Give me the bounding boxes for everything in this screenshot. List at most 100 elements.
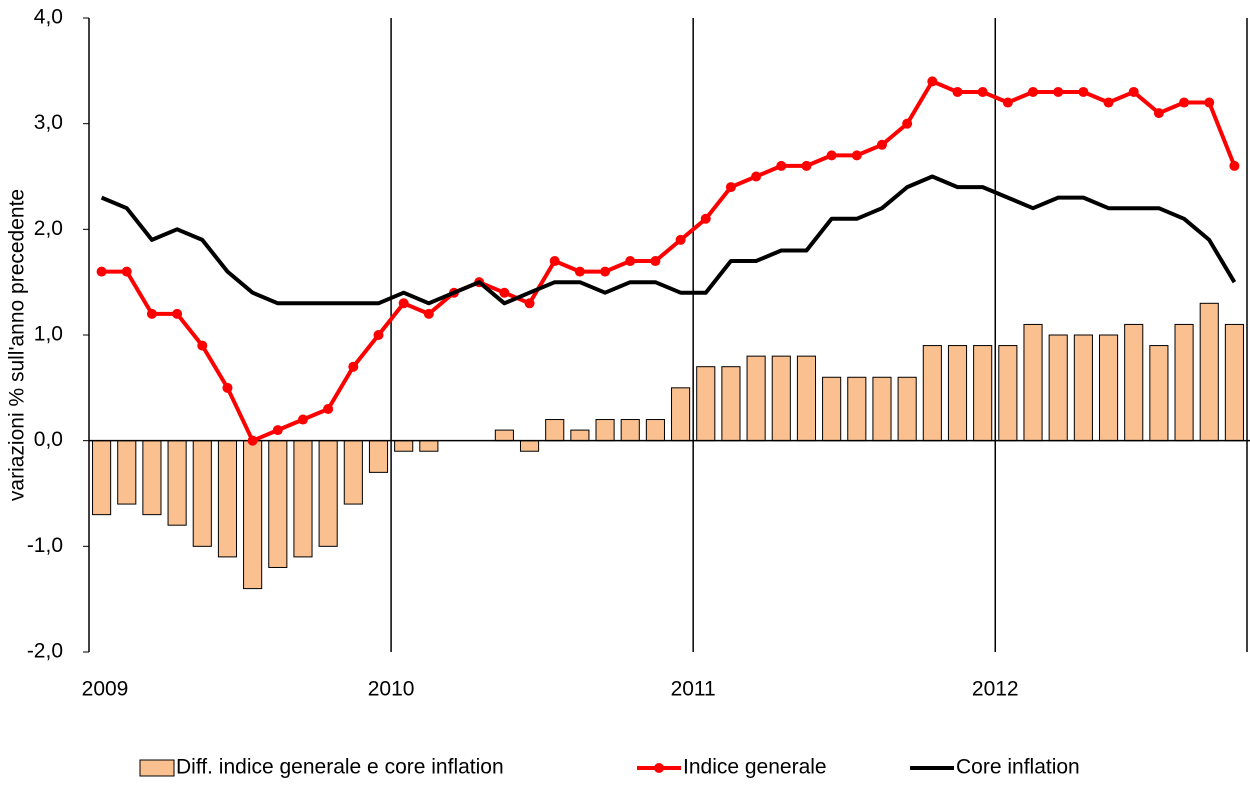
bar <box>243 440 263 590</box>
marker <box>373 330 384 340</box>
legend-swatch <box>139 759 175 777</box>
marker <box>977 86 988 97</box>
x-tick-label: 2010 <box>368 678 415 701</box>
marker <box>600 266 611 277</box>
bar <box>268 440 288 568</box>
marker <box>574 266 585 277</box>
marker <box>1053 86 1064 97</box>
y-tick-label: 3,0 <box>34 111 63 134</box>
marker <box>1128 86 1139 97</box>
marker <box>121 266 132 277</box>
bar <box>1199 302 1219 442</box>
y-tick-label: 1,0 <box>34 323 63 346</box>
marker <box>524 298 535 309</box>
marker <box>902 118 913 129</box>
marker <box>1179 97 1190 108</box>
bar <box>847 376 867 442</box>
marker <box>776 160 787 171</box>
y-tick-label: 4,0 <box>34 6 63 29</box>
marker <box>499 287 510 298</box>
marker <box>625 256 636 267</box>
marker <box>549 256 560 267</box>
line <box>101 79 1237 443</box>
bar <box>1224 323 1244 442</box>
bar <box>1098 334 1119 442</box>
bar <box>545 419 565 442</box>
marker <box>1078 86 1089 97</box>
bar <box>419 440 439 452</box>
bar <box>318 440 338 547</box>
bar <box>1124 323 1144 442</box>
bar <box>671 387 691 442</box>
line <box>100 174 1237 306</box>
marker <box>876 139 887 150</box>
marker <box>650 256 661 267</box>
legend-label: Indice generale <box>683 756 827 779</box>
y-tick-label: 2,0 <box>34 217 63 240</box>
bar <box>368 440 389 473</box>
marker <box>927 76 938 87</box>
bar <box>343 440 363 505</box>
bar <box>973 345 993 442</box>
bar <box>1149 345 1169 442</box>
bar <box>771 355 791 442</box>
marker <box>423 308 434 319</box>
bar <box>696 366 716 442</box>
marker <box>826 150 837 161</box>
marker <box>146 308 157 319</box>
bar <box>570 429 590 442</box>
bar <box>746 355 766 442</box>
marker <box>1002 97 1013 108</box>
marker <box>851 150 862 161</box>
bar <box>192 440 212 547</box>
bar <box>167 440 187 526</box>
marker <box>1028 86 1039 97</box>
marker <box>247 435 258 446</box>
marker <box>323 403 334 414</box>
bar <box>1023 323 1043 442</box>
bar <box>293 440 313 558</box>
marker <box>725 182 736 193</box>
legend-label: Core inflation <box>956 756 1080 779</box>
bar <box>494 429 514 442</box>
marker <box>398 298 409 309</box>
bar <box>822 376 842 442</box>
bar <box>872 376 892 442</box>
bar <box>117 440 137 505</box>
bar <box>595 419 615 442</box>
marker <box>751 171 762 182</box>
marker <box>801 160 812 171</box>
marker <box>222 382 233 393</box>
bar <box>721 366 741 442</box>
x-tick-label: 2009 <box>82 678 129 701</box>
marker <box>1229 160 1240 171</box>
marker <box>96 266 107 277</box>
y-tick-label: -1,0 <box>27 534 63 557</box>
legend-label: Diff. indice generale e core inflation <box>176 756 504 779</box>
marker <box>172 308 183 319</box>
marker <box>1153 108 1164 119</box>
bar <box>1174 323 1194 442</box>
bar <box>922 345 942 442</box>
marker <box>297 414 308 425</box>
bar <box>897 376 917 442</box>
y-tick-label: -2,0 <box>27 640 63 663</box>
bar <box>796 355 817 442</box>
marker <box>197 340 208 351</box>
bar <box>947 345 968 442</box>
bar <box>142 440 162 516</box>
marker <box>1204 97 1215 108</box>
bar <box>217 440 238 558</box>
bar <box>645 419 665 442</box>
y-tick-label: 0,0 <box>34 428 63 451</box>
marker <box>272 425 283 436</box>
legend-marker <box>654 763 664 773</box>
x-tick-label: 2011 <box>671 678 716 701</box>
bar <box>1048 334 1068 442</box>
marker <box>952 86 963 97</box>
bar <box>92 440 112 516</box>
marker <box>348 361 359 372</box>
marker <box>700 213 711 224</box>
bar <box>1073 334 1093 442</box>
